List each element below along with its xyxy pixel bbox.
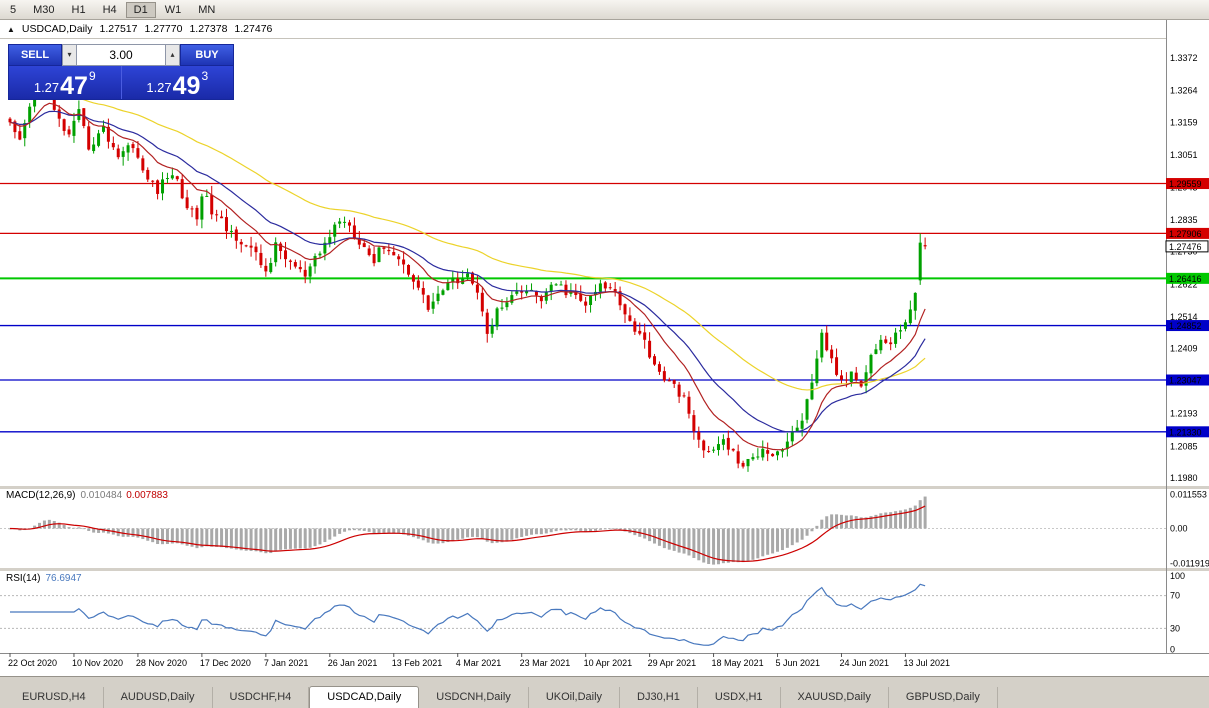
chart-tab-EURUSD,H4[interactable]: EURUSD,H4: [5, 687, 104, 708]
level-price-badge: 1.26416: [1169, 274, 1202, 284]
timeframe-toolbar: 5 M30 H1 H4 D1 W1 MN: [0, 0, 1209, 20]
current-price-badge: 1.27476: [1169, 242, 1202, 252]
date-axis-label: 5 Jun 2021: [776, 658, 821, 668]
level-price-badge: 1.23047: [1169, 376, 1202, 386]
macd-indicator-label: MACD(12,26,9) 0.010484 0.007883: [6, 490, 168, 501]
sell-price-prefix: 1.27: [33, 80, 60, 95]
rsi-name: RSI(14): [6, 573, 41, 584]
buy-button[interactable]: BUY: [180, 44, 234, 66]
buy-price-prefix: 1.27: [146, 80, 172, 95]
timeframe-button-D1[interactable]: D1: [125, 1, 156, 18]
timeframe-button-5[interactable]: 5: [10, 3, 17, 16]
chart-tab-USDCNH,Daily[interactable]: USDCNH,Daily: [419, 687, 529, 708]
macd-main-value: 0.010484: [80, 490, 123, 501]
chart-tab-DJ30,H1[interactable]: DJ30,H1: [620, 687, 698, 708]
sell-price-button[interactable]: 1.27 47 9: [9, 66, 121, 99]
date-axis-label: 17 Dec 2020: [200, 658, 251, 668]
price-axis-tick: 1.2514: [1170, 312, 1198, 322]
date-axis-label: 10 Apr 2021: [584, 658, 633, 668]
rsi-axis-tick: 30: [1170, 623, 1180, 633]
rsi-axis-tick: 70: [1170, 591, 1180, 601]
price-axis-tick: 1.2409: [1170, 344, 1198, 354]
chart-tab-USDCHF,H4[interactable]: USDCHF,H4: [213, 687, 310, 708]
quote-low: 1.27378: [189, 23, 228, 35]
date-axis-label: 29 Apr 2021: [648, 658, 697, 668]
price-axis-tick: 1.3159: [1170, 117, 1198, 127]
timeframe-button-H1[interactable]: H1: [71, 3, 86, 16]
macd-chart[interactable]: [0, 496, 1166, 565]
date-axis-label: 18 May 2021: [712, 658, 764, 668]
sell-price-sup: 9: [88, 69, 96, 83]
macd-name: MACD(12,26,9): [6, 490, 76, 501]
timeframe-button-M30[interactable]: M30: [33, 3, 55, 16]
price-axis-tick: 1.2622: [1170, 279, 1198, 289]
date-axis-label: 13 Feb 2021: [392, 658, 443, 668]
chart-tab-AUDUSD,Daily[interactable]: AUDUSD,Daily: [104, 687, 213, 708]
rsi-indicator-label: RSI(14) 76.6947: [6, 573, 82, 584]
timeframe-button-MN[interactable]: MN: [198, 3, 216, 16]
level-price-badge: 1.27906: [1169, 229, 1202, 239]
buy-price-button[interactable]: 1.27 49 3: [120, 66, 234, 100]
rsi-axis-tick: 0: [1170, 645, 1175, 655]
quote-high: 1.27770: [144, 23, 183, 35]
macd-axis-tick: 0.011553: [1170, 490, 1207, 500]
volume-decrease-icon[interactable]: ▾: [62, 44, 77, 66]
timeframe-button-H4[interactable]: H4: [102, 3, 117, 16]
chart-header: ▲ USDCAD,Daily 1.27517 1.27770 1.27378 1…: [0, 20, 1166, 39]
chart-tabs-bar: EURUSD,H4 AUDUSD,Daily USDCHF,H4 USDCAD,Dai…: [0, 676, 1209, 708]
trade-panel-controls: SELL ▾ ▴ BUY: [8, 44, 234, 66]
rsi-value: 76.6947: [45, 573, 82, 584]
quote-open: 1.27517: [99, 23, 138, 35]
price-axis-tick: 1.2193: [1170, 409, 1198, 419]
date-axis-label: 22 Oct 2020: [8, 658, 57, 668]
chart-tab-USDCAD,Daily[interactable]: USDCAD,Daily: [309, 686, 420, 708]
date-axis-label: 13 Jul 2021: [903, 658, 950, 668]
buy-price-sup: 3: [201, 69, 209, 83]
fast-ma: [9, 102, 926, 451]
chart-tab-XAUUSD,Daily[interactable]: XAUUSD,Daily: [781, 687, 889, 708]
macd-axis-tick: -0.011919: [1170, 558, 1209, 568]
date-axis-label: 4 Mar 2021: [456, 658, 502, 668]
level-price-badge: 1.21330: [1169, 427, 1202, 437]
sell-price-big: 47: [60, 71, 88, 100]
chart-tab-UKOil,Daily[interactable]: UKOil,Daily: [529, 687, 621, 708]
timeframe-button-W1[interactable]: W1: [164, 3, 182, 16]
buy-price-big: 49: [172, 71, 201, 100]
rsi-chart[interactable]: [0, 583, 1166, 646]
quote-close: 1.27476: [234, 23, 273, 35]
date-axis-label: 28 Nov 2020: [136, 658, 187, 668]
date-axis-label: 7 Jan 2021: [264, 658, 309, 668]
slow-ma: [9, 89, 926, 391]
trade-panel-prices: 1.27 47 9 1.27 49 3: [8, 66, 234, 100]
price-axis-tick: 1.1980: [1170, 473, 1198, 483]
level-price-badge: 1.29559: [1169, 179, 1202, 189]
volume-increase-icon[interactable]: ▴: [165, 44, 180, 66]
date-axis-label: 23 Mar 2021: [520, 658, 571, 668]
price-axis-tick: 1.3051: [1170, 150, 1198, 160]
price-axis-tick: 1.3372: [1170, 53, 1198, 63]
price-chart[interactable]: [0, 67, 1166, 472]
price-axis-tick: 1.2835: [1170, 215, 1198, 225]
sell-button[interactable]: SELL: [8, 44, 62, 66]
macd-signal-value: 0.007883: [126, 490, 168, 501]
chart-symbol-title: USDCAD,Daily: [21, 23, 93, 35]
chart-tab-GBPUSD,Daily[interactable]: GBPUSD,Daily: [889, 687, 998, 708]
date-axis-label: 10 Nov 2020: [72, 658, 123, 668]
chart-tab-USDX,H1[interactable]: USDX,H1: [698, 687, 781, 708]
rsi-axis-tick: 100: [1170, 571, 1185, 581]
level-price-badge: 1.24852: [1169, 321, 1202, 331]
date-axis-label: 26 Jan 2021: [328, 658, 378, 668]
mid-ma: [9, 110, 926, 433]
volume-input[interactable]: [77, 44, 165, 66]
macd-axis-tick: 0.00: [1170, 524, 1188, 534]
date-axis-label: 24 Jun 2021: [839, 658, 889, 668]
trade-panel-toggle-icon[interactable]: ▲: [7, 24, 15, 34]
price-axis-tick: 1.2085: [1170, 441, 1198, 451]
price-axis-tick: 1.3264: [1170, 86, 1198, 96]
